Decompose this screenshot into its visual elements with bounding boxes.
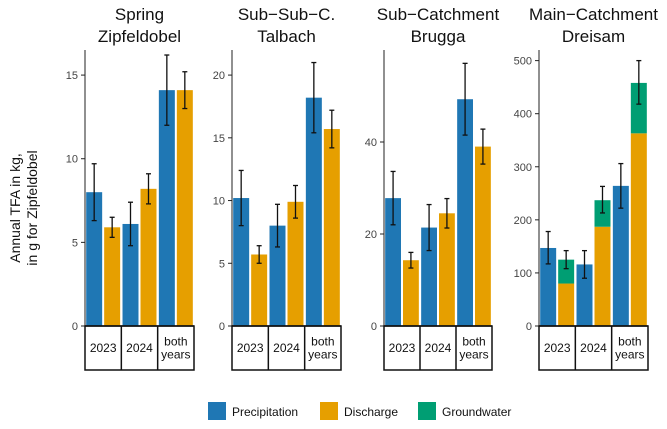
bar-discharge bbox=[104, 227, 121, 326]
category-label: 2024 bbox=[425, 341, 452, 355]
category-strip bbox=[383, 325, 493, 371]
bar-discharge bbox=[403, 260, 419, 326]
y-tick-label: 10 bbox=[66, 154, 78, 166]
y-tick-label: 5 bbox=[219, 258, 225, 270]
bar-precipitation bbox=[233, 198, 250, 326]
bar-groundwater bbox=[558, 259, 575, 284]
category-label: years bbox=[161, 348, 190, 362]
legend-label-discharge: Discharge bbox=[344, 405, 398, 419]
bar-discharge bbox=[475, 146, 491, 326]
bar-discharge bbox=[176, 90, 193, 327]
bar-precipitation bbox=[457, 99, 473, 326]
bar-precipitation bbox=[385, 198, 401, 326]
panel-3: Sub−Catchment Brugga 0 20 40 2023 2024 bothyear… bbox=[365, 5, 500, 371]
category-strip bbox=[84, 325, 195, 371]
category-label: years bbox=[615, 348, 644, 362]
bar-discharge bbox=[558, 283, 575, 326]
bar-precipitation bbox=[122, 223, 139, 326]
panel-2: Sub−Sub−C. Talbach 0 5 10 15 20 2023 2024 bothyea… bbox=[213, 5, 342, 371]
y-tick-label: 0 bbox=[219, 321, 225, 333]
bar-precipitation bbox=[421, 227, 437, 326]
category-label: both bbox=[462, 335, 485, 349]
y-tick-label: 0 bbox=[526, 321, 532, 333]
category-label: 2024 bbox=[126, 341, 153, 355]
bar-precipitation bbox=[305, 97, 322, 326]
category-label: 2023 bbox=[237, 341, 264, 355]
bar-discharge bbox=[594, 226, 611, 326]
legend-swatch-precip bbox=[208, 402, 226, 420]
category-label: 2023 bbox=[90, 341, 117, 355]
y-tick-label: 5 bbox=[72, 237, 78, 249]
category-label: 2023 bbox=[389, 341, 416, 355]
bar-discharge bbox=[439, 213, 455, 326]
category-label: both bbox=[164, 335, 187, 349]
panel-4: Main−Catchment Dreisam 0 100 200 300 400 500 202… bbox=[514, 5, 658, 371]
category-label: both bbox=[311, 335, 334, 349]
panel-title: Brugga bbox=[411, 27, 466, 46]
y-tick-label: 500 bbox=[514, 56, 532, 68]
category-label: both bbox=[618, 335, 641, 349]
category-label: years bbox=[308, 348, 337, 362]
y-tick-label: 100 bbox=[514, 268, 532, 280]
y-axis-label-line2: in g for Zipfeldobel bbox=[24, 150, 40, 265]
legend-label-precip: Precipitation bbox=[232, 405, 298, 419]
category-strip bbox=[538, 325, 649, 371]
bar-groundwater bbox=[630, 82, 647, 134]
bar-discharge bbox=[287, 201, 304, 326]
y-tick-label: 15 bbox=[66, 70, 78, 82]
bar-discharge bbox=[630, 133, 647, 326]
legend-label-groundwater: Groundwater bbox=[442, 405, 511, 419]
panel-title: Dreisam bbox=[562, 27, 625, 46]
y-tick-label: 15 bbox=[213, 133, 225, 145]
panel-title: Main−Catchment bbox=[529, 5, 658, 24]
legend-swatch-discharge bbox=[320, 402, 338, 420]
y-tick-label: 300 bbox=[514, 162, 532, 174]
bar-discharge bbox=[323, 129, 340, 326]
category-label: 2024 bbox=[580, 341, 607, 355]
bar-discharge bbox=[251, 254, 268, 326]
category-label: 2023 bbox=[544, 341, 571, 355]
bar-precipitation bbox=[86, 192, 103, 326]
panel-title: Sub−Sub−C. bbox=[238, 5, 335, 24]
bar-precipitation bbox=[269, 225, 286, 326]
y-tick-label: 200 bbox=[514, 215, 532, 227]
y-tick-label: 20 bbox=[213, 70, 225, 82]
y-tick-label: 0 bbox=[72, 321, 78, 333]
panel-title: Spring bbox=[115, 5, 164, 24]
category-label: 2024 bbox=[273, 341, 300, 355]
legend-swatch-groundwater bbox=[418, 402, 436, 420]
y-tick-label: 0 bbox=[371, 321, 377, 333]
category-label: years bbox=[459, 348, 488, 362]
bar-discharge bbox=[140, 188, 157, 326]
y-axis-label-line1: Annual TFA in kg, bbox=[7, 153, 23, 262]
legend: Precipitation Discharge Groundwater bbox=[208, 402, 511, 420]
bar-precipitation bbox=[540, 247, 557, 326]
y-tick-label: 10 bbox=[213, 196, 225, 208]
bar-precipitation bbox=[158, 90, 175, 327]
y-tick-label: 40 bbox=[365, 137, 377, 149]
bar-precipitation bbox=[612, 185, 629, 326]
panel-title: Zipfeldobel bbox=[98, 27, 181, 46]
y-tick-label: 400 bbox=[514, 109, 532, 121]
bar-precipitation bbox=[576, 264, 593, 326]
panel-title: Sub−Catchment bbox=[377, 5, 500, 24]
y-tick-label: 20 bbox=[365, 229, 377, 241]
panel-title: Talbach bbox=[257, 27, 316, 46]
